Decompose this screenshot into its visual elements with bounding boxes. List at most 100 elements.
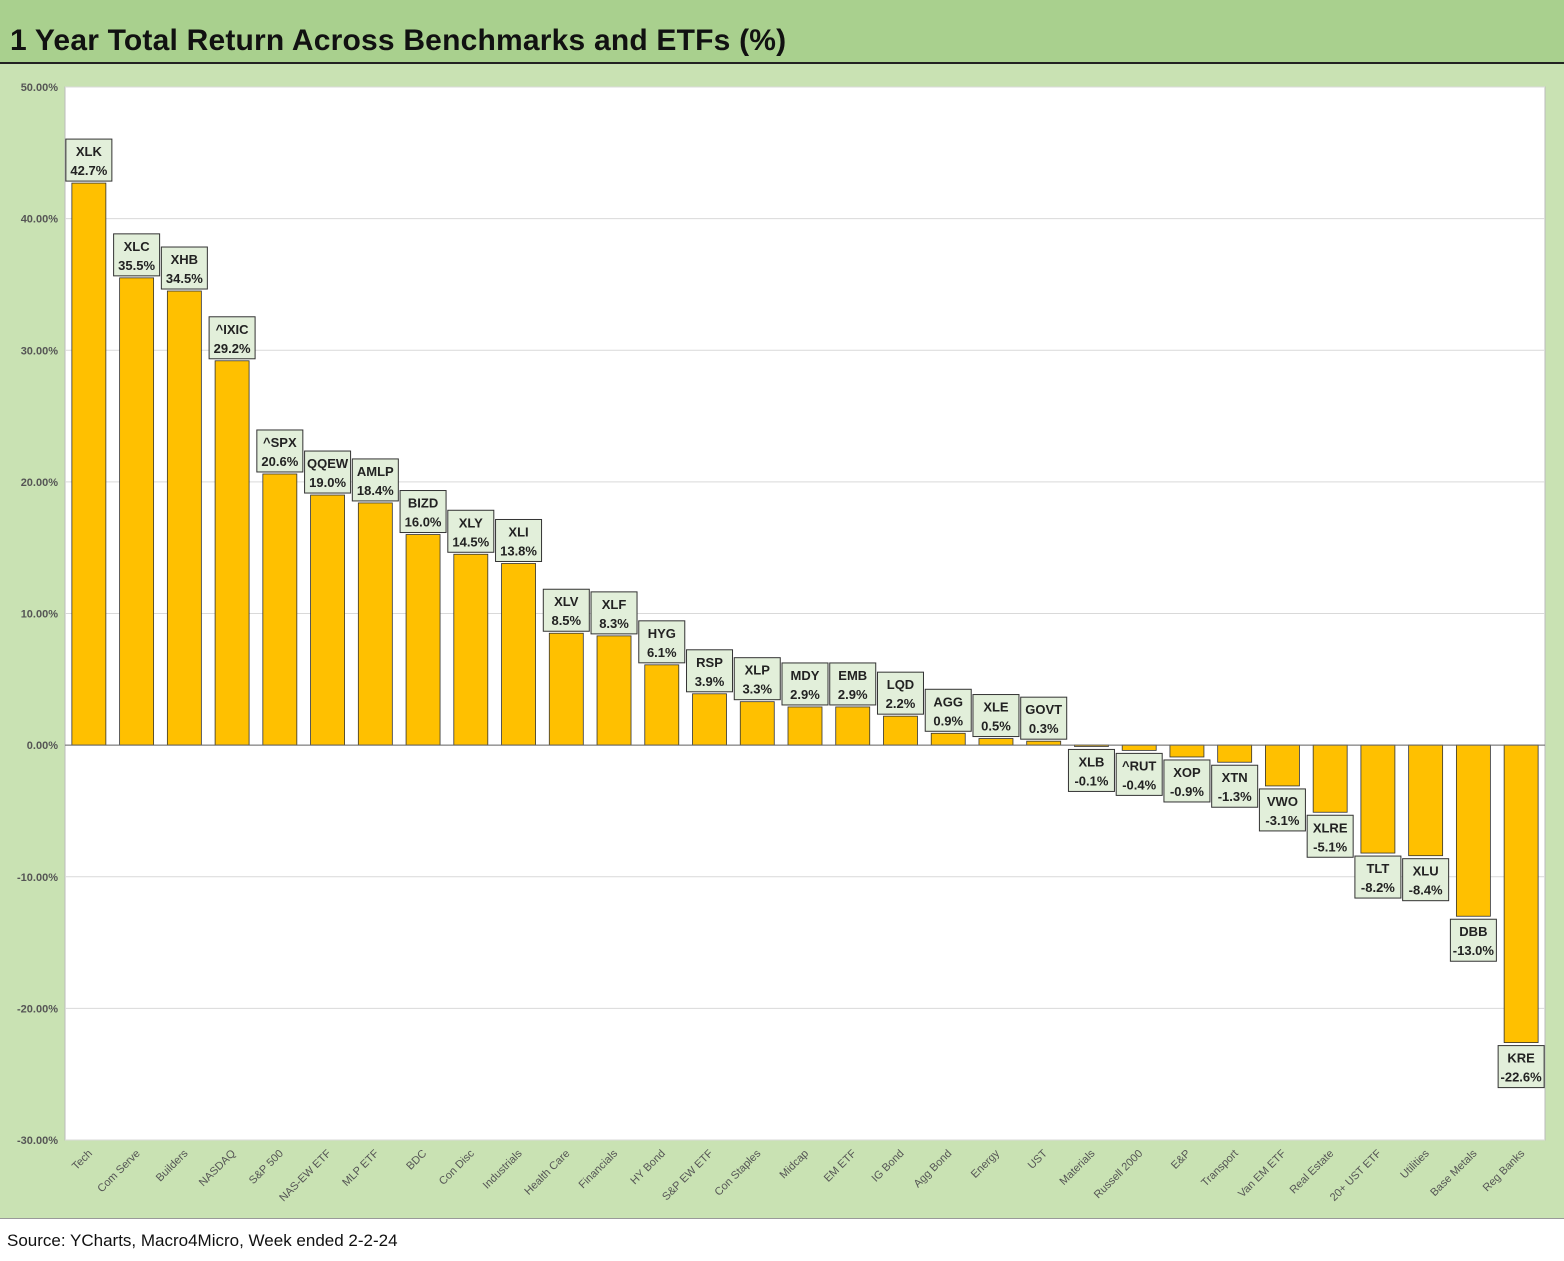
data-label: ^SPX 20.6% [256,429,304,473]
value-label: 0.5% [981,719,1011,734]
chart-title: 1 Year Total Return Across Benchmarks an… [10,24,787,57]
data-label-box [1211,764,1259,808]
data-label: XOP -0.9% [1163,759,1211,803]
data-label: EMB 2.9% [829,662,877,706]
bar [883,715,918,746]
ticker-label: BIZD [408,496,438,511]
x-tick-label: NASDAQ [197,1147,239,1189]
data-label-box [1354,855,1402,899]
value-label: 8.3% [599,616,629,631]
value-label: 2.9% [790,687,820,702]
bar [119,277,155,746]
x-tick-label: Con Disc [437,1147,477,1187]
data-label-box [256,429,304,473]
data-label-box [113,233,161,277]
value-label: 0.3% [1029,721,1059,736]
y-tick-label: -20.00% [17,1003,58,1015]
x-tick-label: 20+ UST ETF [1328,1147,1384,1203]
data-label-box [495,518,543,562]
data-label: XLP 3.3% [733,657,781,701]
data-label-box [1020,696,1068,740]
x-tick-label: EM ETF [822,1147,859,1184]
value-label: 42.7% [70,163,107,178]
data-label-box [638,620,686,664]
data-label: AMLP 18.4% [351,458,399,502]
bar [405,534,441,746]
bar [692,693,727,746]
data-label-box [1497,1045,1545,1089]
data-label-box [542,588,590,632]
data-label-box [1067,748,1115,792]
y-tick-label: -30.00% [17,1135,58,1147]
ticker-label: LQD [887,677,914,692]
y-tick-label: -10.00% [17,872,58,884]
ticker-label: XLU [1413,864,1439,879]
data-label-box [733,657,781,701]
x-tick-label: Industrials [481,1147,525,1191]
ticker-label: XLV [554,594,579,609]
ticker-label: GOVT [1025,702,1062,717]
ticker-label: XLF [602,597,627,612]
data-label-box [876,671,924,715]
value-label: 0.9% [933,713,963,728]
data-label-box [304,450,352,494]
x-tick-label: E&P [1169,1148,1193,1172]
data-label-box [351,458,399,502]
data-label: XTN -1.3% [1211,764,1259,808]
data-label: RSP 3.9% [686,649,734,693]
bar [166,290,202,746]
data-label: XLY 14.5% [447,509,495,553]
value-label: 20.6% [261,454,298,469]
ticker-label: DBB [1459,924,1487,939]
value-label: -8.2% [1361,880,1395,895]
x-tick-label: Materials [1058,1147,1098,1187]
value-label: 3.9% [695,674,725,689]
value-label: 18.4% [357,483,394,498]
x-tick-label: Utilities [1398,1147,1432,1181]
y-tick-label: 40.00% [21,214,59,226]
bar [1217,744,1253,763]
bar [644,664,680,746]
bar [310,494,345,746]
value-label: -0.9% [1170,784,1204,799]
value-label: 29.2% [214,341,251,356]
ticker-label: HYG [648,626,676,641]
value-label: -8.4% [1409,883,1443,898]
ticker-label: XLI [508,524,528,539]
y-tick-label: 20.00% [21,477,59,489]
data-label: VWO -3.1% [1258,788,1306,832]
data-label-box [1449,918,1497,962]
data-label: ^RUT -0.4% [1115,752,1163,796]
ticker-label: QQEW [307,456,349,471]
ticker-label: XLY [459,515,483,530]
value-label: 3.3% [742,682,772,697]
data-label-box [1402,858,1450,902]
ticker-label: VWO [1267,794,1298,809]
bar [214,360,250,746]
value-label: -1.3% [1218,789,1252,804]
ticker-label: XLK [76,144,103,159]
x-tick-label: BDC [404,1148,429,1173]
ticker-label: XLB [1078,754,1104,769]
source-note: Source: YCharts, Macro4Micro, Week ended… [7,1231,398,1250]
data-label: XLRE -5.1% [1306,814,1354,858]
ticker-label: XTN [1222,770,1248,785]
value-label: 14.5% [452,534,489,549]
x-axis-ticks: Tech Com Serve Builders NASDAQ S&P 500NAS-EW… [70,1147,1528,1204]
value-label: -5.1% [1313,839,1347,854]
title-bar: 1 Year Total Return Across Benchmarks an… [0,0,1564,64]
bar [1408,744,1444,857]
footer: Source: YCharts, Macro4Micro, Week ended… [0,1218,1564,1261]
x-tick-label: Reg Banks [1481,1147,1528,1194]
value-label: -0.1% [1074,773,1108,788]
ticker-label: XLC [124,239,151,254]
value-label: 6.1% [647,645,677,660]
ticker-label: XHB [171,252,198,267]
bar [548,632,584,746]
y-tick-label: 0.00% [27,740,58,752]
data-label-box [447,509,495,553]
x-tick-label: UST [1026,1147,1050,1171]
data-label: XLE 0.5% [972,694,1020,738]
x-tick-label: Real Estate [1288,1148,1337,1197]
ticker-label: AMLP [357,464,394,479]
